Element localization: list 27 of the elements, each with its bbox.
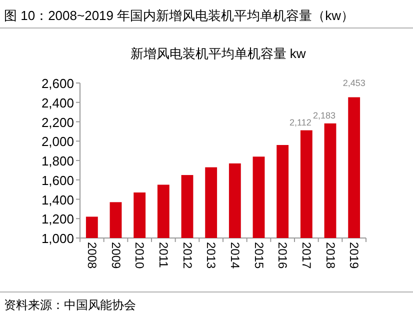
chart-subtitle: 新增风电装机平均单机容量 kw xyxy=(130,46,306,61)
text: 资料来源：中国风能协会 xyxy=(4,298,136,312)
x-tick-label: 2018 xyxy=(323,242,338,270)
y-tick-label: 2,400 xyxy=(41,95,74,110)
x-tick-label: 2015 xyxy=(252,242,266,270)
y-tick-label: 1,600 xyxy=(41,172,74,188)
data-label: 2,112 xyxy=(289,117,312,128)
y-tick-label: 1,400 xyxy=(41,192,74,208)
x-tick-label: 2013 xyxy=(204,242,218,270)
y-tick-label: 2,600 xyxy=(41,76,74,91)
x-tick-label: 2014 xyxy=(228,242,242,270)
y-tick-label: 2,000 xyxy=(41,134,74,150)
x-tick-label: 2012 xyxy=(180,242,194,270)
y-tick-label: 1,800 xyxy=(41,154,74,168)
data-label: 2,183 xyxy=(312,110,336,120)
x-tick-label: 2016 xyxy=(276,242,290,270)
data-label: 2,453 xyxy=(342,78,366,88)
y-tick-label: 1,200 xyxy=(41,212,74,227)
x-tick-label: 2017 xyxy=(299,242,314,270)
y-tick-label: 2,200 xyxy=(41,114,74,130)
x-tick-label: 2019 xyxy=(347,242,362,270)
x-tick-label: 2009 xyxy=(108,242,123,270)
x-tick-label: 2011 xyxy=(156,242,170,268)
chart-title: 图 10：2008~2019 年国内新增风电装机平均单机容量（kw） xyxy=(4,8,354,23)
y-tick-label: 1,000 xyxy=(41,231,74,246)
x-tick-label: 2008 xyxy=(84,242,99,270)
x-tick-label: 2010 xyxy=(132,242,147,270)
